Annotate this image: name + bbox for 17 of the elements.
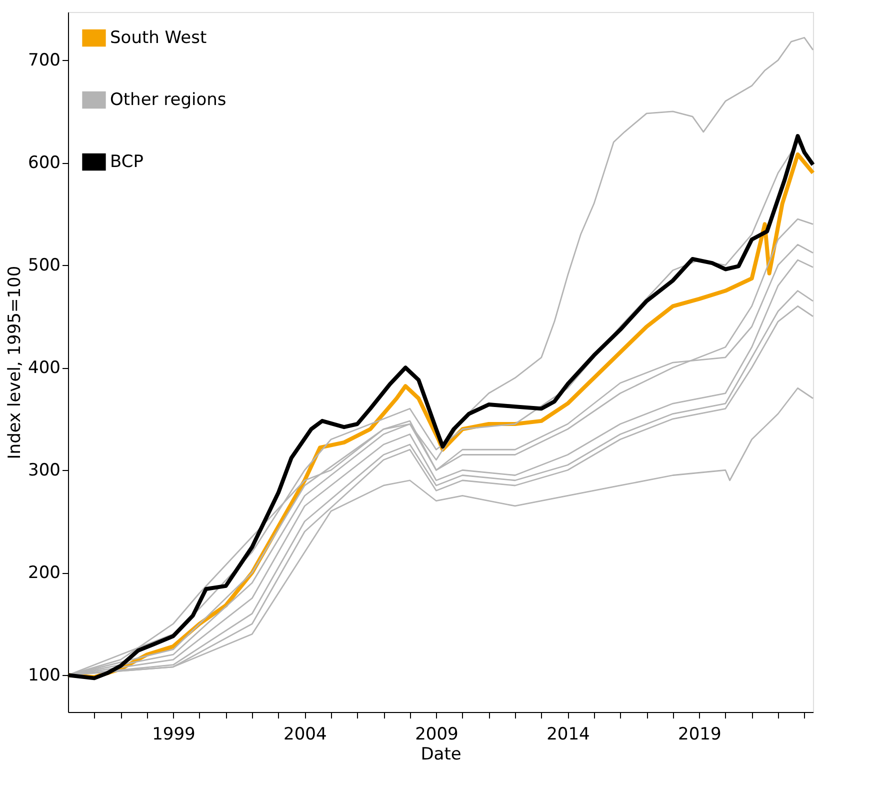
y-tick-label: 100 (28, 666, 60, 686)
x-tick-label: 2009 (415, 724, 458, 744)
x-tick-label: 1999 (152, 724, 196, 744)
legend-label: BCP (110, 152, 144, 172)
y-tick-label: 400 (28, 358, 60, 378)
x-tick-label: 2019 (678, 724, 722, 744)
y-tick-label: 300 (28, 460, 60, 481)
y-tick-label: 500 (28, 256, 60, 276)
x-tick-label: 2004 (284, 724, 327, 744)
y-tick-label: 200 (28, 563, 60, 584)
x-tick-label: 2014 (546, 724, 590, 744)
x-axis-title: Date (420, 744, 462, 764)
legend-label: South West (110, 28, 207, 48)
y-axis-title: Index level, 1995=100 (5, 266, 26, 460)
y-tick-label: 600 (28, 153, 60, 174)
legend-label: Other regions (110, 90, 226, 110)
y-tick-label: 700 (28, 50, 60, 71)
